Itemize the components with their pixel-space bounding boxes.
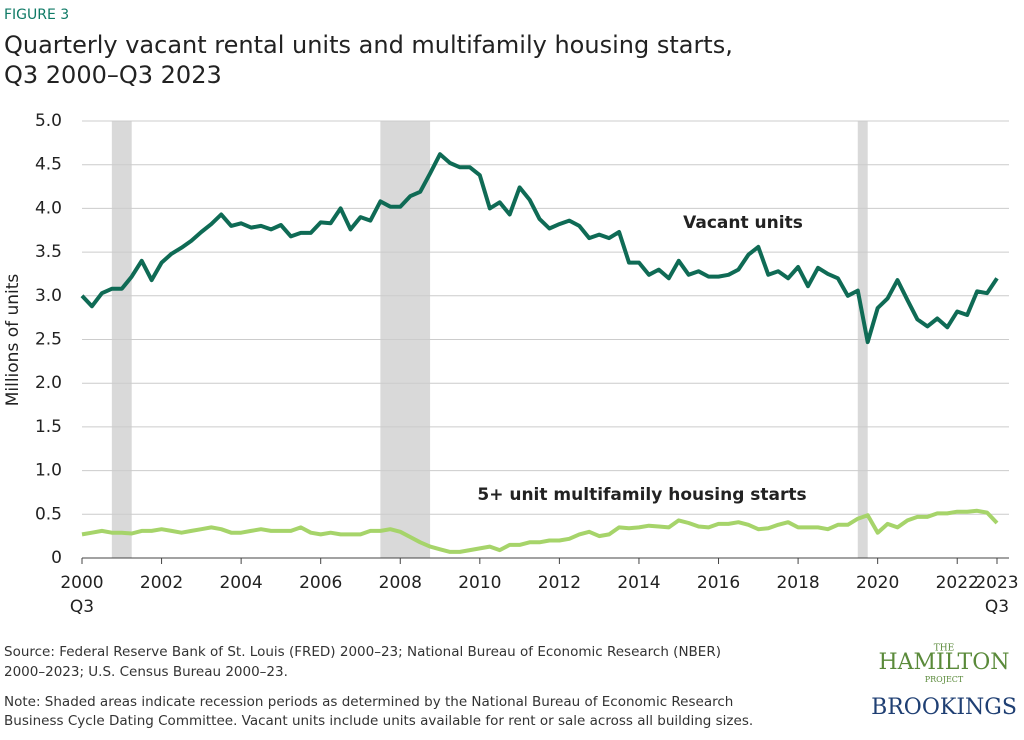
x-tick-label: 2022 — [936, 573, 979, 593]
note: Business Cycle Dating Committee. Vacant … — [4, 713, 753, 729]
x-tick-label: 2014 — [617, 573, 660, 593]
chart-title: Q3 2000–Q3 2023 — [4, 61, 222, 89]
y-tick-label: 5.0 — [35, 111, 62, 131]
y-axis-label: Millions of units — [3, 274, 23, 407]
logo: BROOKINGS — [871, 695, 1017, 720]
series-line — [80, 152, 999, 345]
x-tick-label: 2000 — [60, 573, 103, 593]
x-tick-sublabel: Q3 — [70, 597, 94, 617]
logo: THE — [934, 644, 954, 654]
y-tick-label: 0 — [51, 548, 62, 568]
y-tick-label: 2.5 — [35, 330, 62, 350]
y-tick-label: 3.5 — [35, 242, 62, 262]
y-tick-label: 3.0 — [35, 286, 62, 306]
x-tick-label: 2006 — [299, 573, 342, 593]
x-tick-label: 2008 — [379, 573, 422, 593]
y-tick-label: 4.5 — [35, 155, 62, 175]
y-tick-label: 0.5 — [35, 504, 62, 524]
source: 2000–2023; U.S. Census Bureau 2000–23. — [4, 664, 288, 680]
y-tick-label: 2.0 — [35, 373, 62, 393]
logo: PROJECT — [925, 675, 964, 684]
x-tick-sublabel: Q3 — [985, 597, 1009, 617]
series-label: Vacant units — [683, 213, 803, 233]
x-tick-label: 2023 — [975, 573, 1018, 593]
y-tick-label: 1.5 — [35, 417, 62, 437]
figure-label: FIGURE 3 — [4, 7, 69, 23]
x-tick-label: 2016 — [697, 573, 740, 593]
x-tick-label: 2004 — [219, 573, 262, 593]
logo: HAMILTON — [878, 650, 1009, 675]
y-tick-label: 1.0 — [35, 461, 62, 481]
y-tick-label: 4.0 — [35, 198, 62, 218]
source: Source: Federal Reserve Bank of St. Loui… — [4, 644, 721, 660]
x-tick-label: 2018 — [776, 573, 819, 593]
series-line — [81, 508, 999, 554]
x-tick-label: 2002 — [140, 573, 183, 593]
chart-title: Quarterly vacant rental units and multif… — [4, 31, 733, 59]
series-label: 5+ unit multifamily housing starts — [477, 485, 806, 505]
x-tick-label: 2020 — [856, 573, 899, 593]
note: Note: Shaded areas indicate recession pe… — [4, 694, 733, 710]
x-tick-label: 2012 — [538, 573, 581, 593]
x-tick-label: 2010 — [458, 573, 501, 593]
